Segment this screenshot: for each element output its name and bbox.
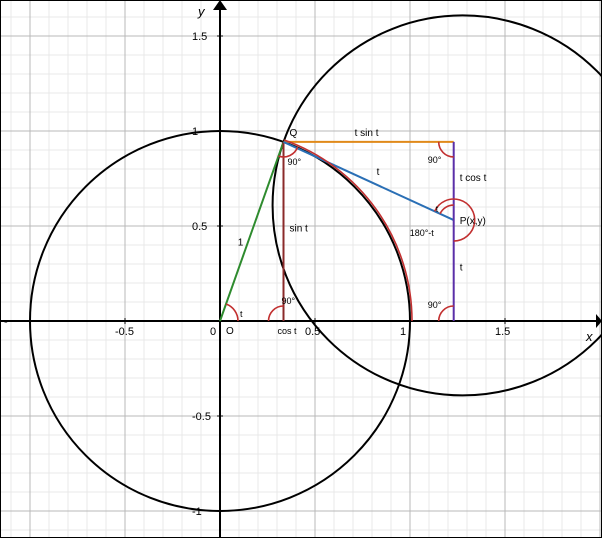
y-axis-arrow [213,0,227,10]
label-90-top: 90° [428,155,442,165]
label-cos-t: cos t [278,326,298,336]
y-tick-label: -0.5 [192,411,211,423]
x-tick-label: -0.5 [115,326,134,338]
angle-t-at-P [440,205,454,214]
minus-label: - [4,316,8,328]
label-t-at-O: t [240,309,243,319]
angle-t-at-O [226,304,238,321]
segment-QP-t [284,142,454,220]
label-90-A: 90° [428,300,442,310]
y-tick-label: -1 [192,506,202,518]
y-tick-label: 1.5 [192,31,207,43]
label-t-upper: t [377,167,380,178]
label-90-Q: 90° [288,157,302,167]
label-t-sin-t: t sin t [355,128,379,139]
label-P: P(x,y) [460,216,486,227]
x-tick-label: 1.5 [495,326,510,338]
label-t-arc: t [460,263,463,274]
x-tick-label: 0 [210,326,216,338]
label-radius-1: 1 [238,237,244,248]
label-180minus-t: 180°-t [410,228,435,238]
label-t-cos-t: t cos t [460,173,487,184]
x-axis-label: x [585,329,593,344]
angle-90-at-C [269,306,284,321]
label-O: O [226,326,234,337]
x-tick-label: 1 [400,326,406,338]
label-sin-t: sin t [290,223,309,234]
label-Q: Q [290,128,298,139]
y-tick-label: 0.5 [192,221,207,233]
label-90-C: 90° [282,296,296,306]
canvas-border [1,1,602,538]
